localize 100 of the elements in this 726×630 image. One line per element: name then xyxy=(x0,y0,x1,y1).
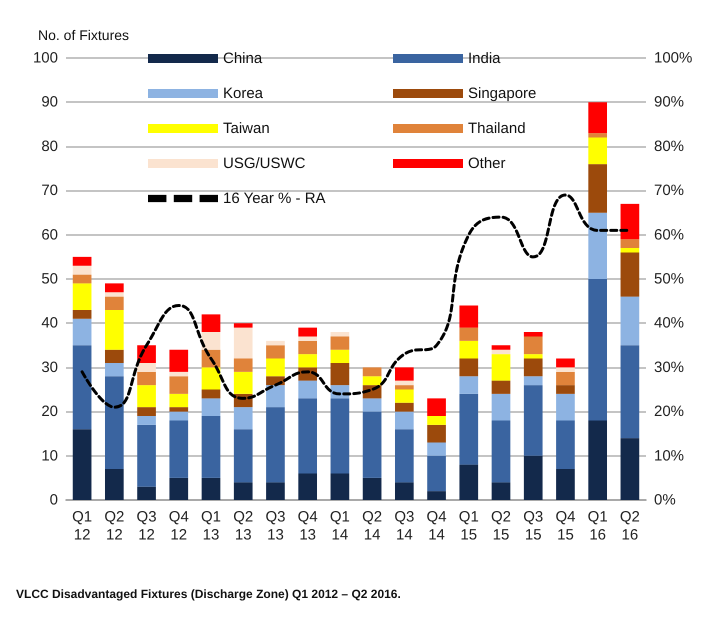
y-tick-label: 30 xyxy=(41,358,58,376)
bar xyxy=(394,385,414,390)
bar xyxy=(298,398,318,474)
bar xyxy=(362,376,382,386)
x-tick-label: Q4 13 xyxy=(298,508,318,544)
bar xyxy=(104,310,124,350)
bar xyxy=(202,478,220,500)
bar xyxy=(298,473,318,500)
bar xyxy=(394,429,414,482)
bar xyxy=(104,469,124,500)
bar xyxy=(202,332,220,350)
bar xyxy=(492,482,510,500)
bar xyxy=(459,340,478,359)
bar xyxy=(427,456,446,492)
bar xyxy=(202,416,220,478)
bar xyxy=(202,367,220,390)
bar xyxy=(169,372,188,376)
bar xyxy=(556,385,575,394)
x-tick-label: Q1 14 xyxy=(330,508,350,544)
y2-tick-label: 20% xyxy=(654,403,684,420)
bar xyxy=(620,345,640,438)
bar xyxy=(234,407,253,430)
bar xyxy=(169,407,188,412)
bar xyxy=(104,362,124,376)
y2-tick-label: 30% xyxy=(654,358,684,376)
legend-label: Other xyxy=(468,155,506,172)
bar xyxy=(330,362,350,386)
y2-tick-label: 50% xyxy=(654,270,684,288)
bar xyxy=(459,306,478,328)
bar xyxy=(588,102,608,134)
legend-label: Thailand xyxy=(468,120,526,137)
bar xyxy=(137,486,156,500)
bar xyxy=(620,438,640,500)
bar xyxy=(202,398,220,416)
x-tick-label: Q4 12 xyxy=(168,508,189,544)
x-tick-label: Q1 16 xyxy=(588,508,608,544)
bar xyxy=(620,252,640,297)
bar xyxy=(72,429,92,500)
bar xyxy=(298,340,318,354)
bar xyxy=(394,482,414,500)
bar xyxy=(266,358,285,376)
bar xyxy=(524,332,543,336)
bar xyxy=(588,212,608,279)
y2-tick-label: 70% xyxy=(654,182,684,200)
y2-tick-label: 80% xyxy=(654,138,684,155)
bar xyxy=(298,336,318,341)
bar xyxy=(72,310,92,319)
bar xyxy=(588,420,608,500)
bar xyxy=(72,283,92,310)
x-tick-label: Q4 15 xyxy=(555,508,576,544)
bar xyxy=(427,424,446,443)
legend-label: USG/USWC xyxy=(223,155,306,172)
bar xyxy=(620,296,640,346)
bar xyxy=(394,412,414,430)
bar xyxy=(524,456,543,500)
x-tick-label: Q3 12 xyxy=(136,508,157,544)
bar xyxy=(427,416,446,425)
x-tick-label: Q1 12 xyxy=(72,508,92,544)
y-tick-label: 10 xyxy=(41,447,58,464)
bar xyxy=(72,318,92,346)
bar xyxy=(524,385,543,456)
bar xyxy=(620,248,640,252)
y-tick-label: 40 xyxy=(41,314,58,332)
bar xyxy=(588,164,608,213)
x-tick-label: Q3 13 xyxy=(265,508,286,544)
bar xyxy=(556,372,575,386)
bar xyxy=(137,407,156,416)
x-tick-label: Q3 15 xyxy=(523,508,544,544)
bar xyxy=(104,283,124,292)
bar xyxy=(524,358,543,376)
bar xyxy=(72,345,92,430)
bar xyxy=(556,420,575,470)
bar xyxy=(169,420,188,478)
bar xyxy=(362,412,382,478)
bar xyxy=(104,350,124,363)
bar xyxy=(137,362,156,372)
bar xyxy=(556,358,575,368)
x-tick-label: Q2 16 xyxy=(620,508,640,544)
x-tick-label: Q1 13 xyxy=(200,508,222,544)
bar xyxy=(330,398,350,474)
bar xyxy=(394,402,414,412)
bar xyxy=(394,367,414,381)
bar xyxy=(588,133,608,138)
bar xyxy=(524,354,543,359)
y-tick-label: 50 xyxy=(41,270,58,288)
y2-tick-label: 40% xyxy=(654,314,684,332)
bar xyxy=(234,323,253,328)
y-tick-label: 100 xyxy=(32,50,58,66)
bar xyxy=(298,328,318,336)
bar xyxy=(588,138,608,164)
y2-tick-label: 100% xyxy=(654,50,692,66)
bar xyxy=(169,394,188,408)
legend-label: Taiwan xyxy=(223,120,270,137)
x-tick-label: Q1 15 xyxy=(458,508,479,544)
bar xyxy=(234,358,253,372)
bar xyxy=(72,274,92,284)
bar xyxy=(492,394,510,420)
x-tick-label: Q4 14 xyxy=(426,508,447,544)
bar xyxy=(298,380,318,398)
y2-tick-label: 90% xyxy=(654,94,684,111)
